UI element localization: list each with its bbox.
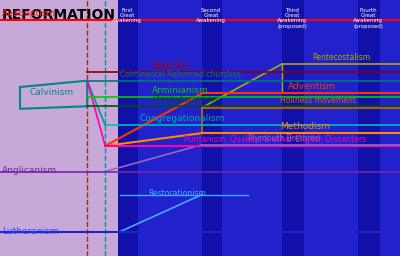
- Text: Arminianism: Arminianism: [152, 86, 209, 95]
- Bar: [282, 0, 304, 256]
- Text: Congregationalism: Congregationalism: [140, 114, 225, 123]
- Text: Plymouth Brethren: Plymouth Brethren: [248, 134, 320, 143]
- Text: Anabaptism: Anabaptism: [2, 9, 56, 18]
- Text: Methodism: Methodism: [280, 122, 330, 131]
- Text: Baptists: Baptists: [152, 61, 188, 70]
- Text: Calvinism: Calvinism: [30, 88, 74, 97]
- Text: Adventism: Adventism: [288, 82, 336, 91]
- Text: Anglicanism: Anglicanism: [2, 166, 57, 175]
- Bar: [202, 0, 222, 256]
- Text: Puritanism, Quakers & other English Dissenters: Puritanism, Quakers & other English Diss…: [184, 135, 366, 144]
- Text: Restorationism: Restorationism: [148, 189, 206, 198]
- Text: First
Great
Awakening: First Great Awakening: [112, 8, 142, 24]
- Bar: [120, 0, 400, 256]
- Text: Presbyterianism: Presbyterianism: [152, 95, 220, 104]
- Bar: [0, 0, 120, 256]
- Text: Lutheranism: Lutheranism: [2, 227, 59, 236]
- Text: REFORMATION: REFORMATION: [2, 8, 116, 22]
- Text: Continental Reformed churches: Continental Reformed churches: [120, 70, 241, 79]
- Text: Second
Great
Awakening: Second Great Awakening: [196, 8, 226, 24]
- Bar: [118, 0, 138, 256]
- Text: Holiness movement: Holiness movement: [280, 97, 356, 105]
- Text: Fourth
Great
Awakening
(proposed): Fourth Great Awakening (proposed): [353, 8, 383, 29]
- Text: Pentecostalism: Pentecostalism: [312, 53, 370, 62]
- Bar: [358, 0, 380, 256]
- Text: Third
Great
Awakening
(proposed): Third Great Awakening (proposed): [277, 8, 307, 29]
